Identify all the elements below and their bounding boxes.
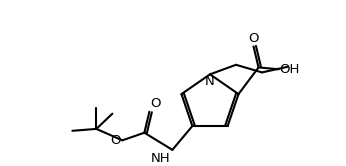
Text: O: O xyxy=(151,97,161,110)
Text: O: O xyxy=(248,32,259,44)
Text: N: N xyxy=(205,75,215,88)
Text: NH: NH xyxy=(151,152,170,165)
Text: OH: OH xyxy=(280,63,300,76)
Text: O: O xyxy=(110,134,120,147)
